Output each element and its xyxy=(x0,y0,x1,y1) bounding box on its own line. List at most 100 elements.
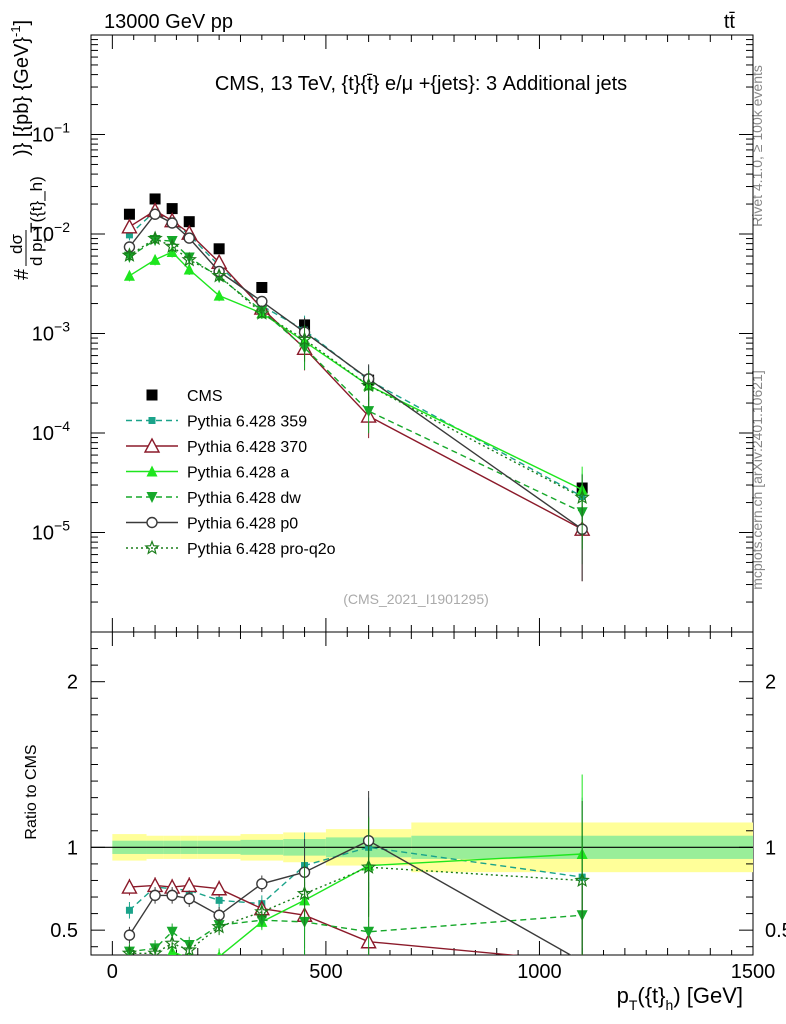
data-point xyxy=(213,243,225,255)
legend-item: Pythia 6.428 370 xyxy=(126,437,307,456)
data-point xyxy=(121,945,138,955)
x-axis-label: pT({t}h) [GeV] xyxy=(617,983,743,1013)
data-point xyxy=(183,232,195,244)
data-point xyxy=(146,389,158,401)
ratio-plot-frame xyxy=(90,631,754,956)
y-label-denominator: d p_T({t}_h) xyxy=(27,176,46,266)
ratio-y-tick-label-left: 1 xyxy=(67,837,78,859)
y-tick-label: 10−1 xyxy=(32,120,70,147)
data-point xyxy=(577,957,587,967)
ratio-y-axis-label: Ratio to CMS xyxy=(23,744,40,839)
ratio-series-pythia-6-428-359 xyxy=(125,797,586,955)
y-tick-exponent: −2 xyxy=(54,219,70,235)
y-tick-base: 10 xyxy=(32,523,54,545)
energy-label: 13000 GeV pp xyxy=(104,11,233,33)
data-point xyxy=(121,247,138,262)
series-pythia-6-428-pro-q2o xyxy=(121,230,590,550)
data-point xyxy=(296,331,313,347)
data-point xyxy=(164,935,180,951)
y-tick-exponent: −3 xyxy=(54,319,70,335)
data-point xyxy=(256,878,268,890)
x-tick-label: 500 xyxy=(309,961,342,983)
data-point xyxy=(216,950,222,955)
data-point xyxy=(124,967,135,978)
data-point xyxy=(574,872,590,888)
data-point xyxy=(183,892,195,905)
data-point xyxy=(256,281,268,293)
data-point xyxy=(164,238,180,254)
data-point xyxy=(581,953,584,955)
y-tick-label: 10−3 xyxy=(32,319,70,346)
legend-item: Pythia 6.428 359 xyxy=(126,414,307,431)
data-point xyxy=(256,915,268,927)
legend-label: Pythia 6.428 pro-q2o xyxy=(187,541,336,558)
legend-label: CMS xyxy=(187,388,223,405)
data-point xyxy=(181,876,198,893)
data-point xyxy=(150,967,161,978)
legend: CMS Pythia 6.428 359 Pythia 6.428 370 Pythi… xyxy=(126,388,336,558)
data-point xyxy=(183,216,195,228)
ratio-line xyxy=(168,853,583,955)
data-point xyxy=(256,295,268,308)
y-tick-base: 10 xyxy=(32,224,54,246)
y-tick-base: 10 xyxy=(32,324,54,346)
data-point xyxy=(149,889,161,902)
ratio-y-tick-label-right: 1 xyxy=(765,837,776,859)
ratio-y-tick-label-right: 2 xyxy=(765,672,776,694)
x-tick-label: 1000 xyxy=(517,961,562,983)
x-label-sub-h: h xyxy=(666,997,674,1013)
data-point xyxy=(144,539,160,555)
y-tick-exponent: −4 xyxy=(54,418,70,434)
data-point xyxy=(213,289,225,301)
y-label-units-exp: -1 xyxy=(8,25,23,37)
data-point xyxy=(149,253,161,265)
y-label-units: )} [{pb} {GeV} xyxy=(11,37,33,156)
data-point xyxy=(121,218,138,234)
y-tick-base: 10 xyxy=(32,125,54,147)
data-point xyxy=(181,251,197,267)
data-point xyxy=(166,889,178,902)
legend-label: Pythia 6.428 p0 xyxy=(187,516,298,533)
legend-item: Pythia 6.428 dw xyxy=(126,490,301,507)
data-point xyxy=(363,406,375,418)
legend-item: Pythia 6.428 pro-q2o xyxy=(126,539,336,558)
data-point xyxy=(146,516,158,529)
ratio-y-tick-label-left: 2 xyxy=(67,672,78,694)
y-tick-exponent: −5 xyxy=(54,518,70,534)
legend-label: Pythia 6.428 a xyxy=(187,465,289,482)
data-point xyxy=(296,885,313,901)
data-point xyxy=(125,231,133,239)
data-point xyxy=(360,859,377,874)
ratio-y-tick-label-right: 0.5 xyxy=(765,920,786,942)
y-label-units-close: ] xyxy=(11,20,33,26)
svg-text:dσ: dσ xyxy=(7,234,26,254)
data-point xyxy=(125,906,133,914)
y-label-numerator: dσ xyxy=(7,234,26,254)
ratio-uncertainty-bands xyxy=(91,822,753,873)
data-point xyxy=(210,880,228,896)
y-tick-label: 10−4 xyxy=(32,418,70,445)
x-label-sub-t: T xyxy=(629,997,638,1013)
y-tick-base: 10 xyxy=(32,423,54,445)
ratio-axes: 0.5 0.5 1 1 2 2 0 500 1000 1500 xyxy=(50,632,786,983)
svg-text:#: # xyxy=(11,268,33,280)
svg-text:d p_T({t}_h): d p_T({t}_h) xyxy=(27,176,46,266)
ratio-series-layer xyxy=(121,774,590,978)
legend-item: CMS xyxy=(146,388,223,405)
process-label: tt̄ xyxy=(724,11,736,33)
data-point xyxy=(146,492,158,503)
data-point xyxy=(123,269,135,281)
data-point xyxy=(574,489,590,505)
data-point xyxy=(183,263,195,275)
main-y-axis-label: # dσ d p_T({t}_h) )} [{pb} {GeV}-1] xyxy=(7,20,46,280)
series-line xyxy=(128,213,583,530)
svg-text:)} [{pb} {GeV}-1]: )} [{pb} {GeV}-1] xyxy=(8,20,33,156)
data-point xyxy=(149,193,161,205)
ratio-y-tick-label-left: 0.5 xyxy=(50,920,78,942)
main-series-layer xyxy=(121,193,591,582)
x-tick-label: 0 xyxy=(107,961,118,983)
x-tick-label: 1500 xyxy=(731,961,776,983)
data-point xyxy=(211,918,227,934)
data-point xyxy=(166,926,178,938)
